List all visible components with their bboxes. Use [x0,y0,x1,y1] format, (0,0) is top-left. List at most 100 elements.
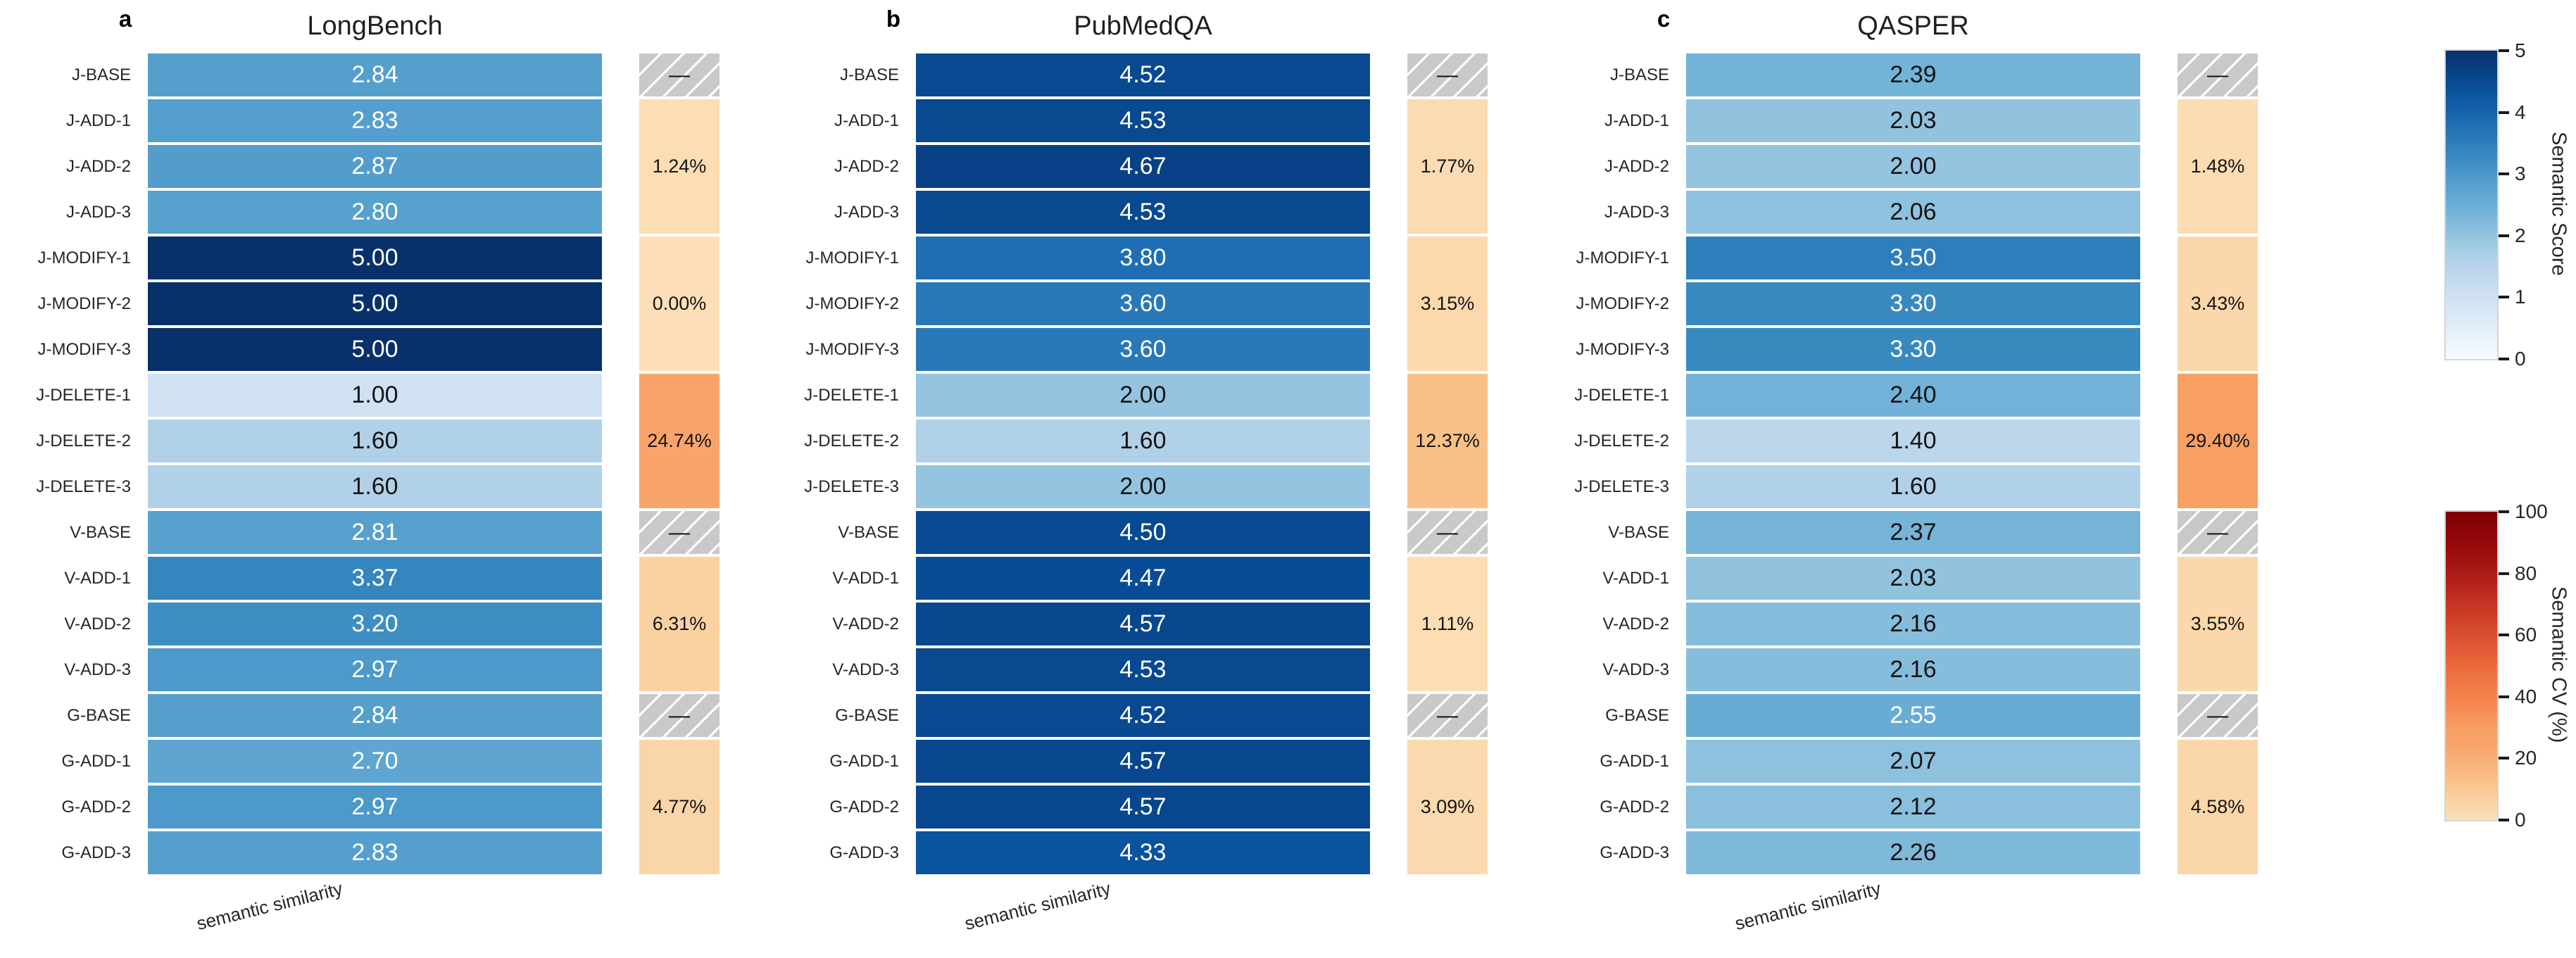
score-value: 3.60 [1119,336,1167,363]
colorbar-tick [2499,819,2509,821]
score-value: 2.55 [1890,702,1937,729]
row-label: G-BASE [835,705,899,725]
cv-cell: — [1407,53,1488,96]
colorbar-tick [2499,296,2509,299]
cv-cell: 3.15% [1407,237,1488,371]
score-value: 4.57 [1119,610,1167,637]
score-value: 4.50 [1119,519,1167,546]
row-label: J-MODIFY-3 [805,339,899,359]
panel-longbench: a LongBench J-BASE 2.84 J-ADD-1 2.83 J-ADD-2 2.… [0,0,767,958]
colorbar-tick-label: 60 [2515,624,2537,646]
score-cell: 2.00 [916,374,1370,417]
row-label: J-ADD-2 [834,156,899,176]
row-label: V-ADD-3 [1602,660,1669,679]
score-cell: 4.33 [916,831,1370,874]
colorbar-tick-label: 40 [2515,685,2537,707]
colorbar-tick-label: 2 [2515,224,2526,246]
colorbar-axis-label-semantic-score: Semantic Score [2544,49,2572,358]
cv-cell: — [639,694,720,737]
row-label: V-ADD-1 [832,568,899,588]
cv-value: 1.48% [2190,156,2245,177]
score-cell: 1.60 [1686,465,2140,508]
cv-cell: — [2178,694,2258,737]
row-label: J-ADD-3 [834,202,899,222]
score-value: 2.87 [351,153,398,179]
score-value: 2.84 [351,61,398,88]
row-label: J-ADD-1 [65,111,131,130]
score-cell: 4.52 [916,53,1370,96]
cv-value: 6.31% [652,613,707,634]
score-cell: 4.53 [916,191,1370,234]
score-cell: 2.00 [916,465,1370,508]
colorbar-tick [2499,358,2509,360]
score-cell: 3.30 [1686,328,2140,371]
score-value: 2.81 [351,519,398,546]
row-label: J-DELETE-1 [36,385,131,405]
cv-cell: 1.48% [2178,99,2258,234]
row-label: V-ADD-2 [1602,614,1669,634]
row-label: J-BASE [1609,65,1669,84]
score-cell: 3.20 [148,603,602,645]
cv-cell: 1.11% [1407,557,1488,691]
colorbar-tick-label: 4 [2515,101,2526,123]
colorbar-tick [2499,172,2509,176]
row-label: G-ADD-1 [829,751,899,771]
row-label: J-ADD-2 [65,156,131,176]
row-label: J-ADD-2 [1604,156,1669,176]
panel-title: LongBench [307,11,443,41]
score-cell: 2.39 [1686,53,2140,96]
row-label: V-ADD-2 [64,614,131,634]
score-value: 2.16 [1890,610,1937,637]
score-value: 3.37 [351,565,398,591]
row-label: J-MODIFY-3 [37,339,131,359]
row-label: V-ADD-2 [832,614,899,634]
panel-title: PubMedQA [1074,11,1212,41]
score-value: 4.57 [1119,748,1167,774]
score-cell: 5.00 [148,237,602,279]
score-value: 4.53 [1119,198,1167,225]
score-cell: 3.30 [1686,282,2140,325]
score-value: 2.12 [1890,793,1937,820]
score-value: 3.80 [1119,244,1167,271]
cv-cell: 1.24% [639,99,720,234]
row-label: G-ADD-2 [1600,797,1669,817]
colorbar-tick [2499,111,2509,114]
panel-qasper: c QASPER J-BASE 2.39 J-ADD-1 2.03 J-ADD-2 2.00 J… [1538,0,2306,958]
cv-value: 1.11% [1421,613,1474,634]
score-cell: 4.50 [916,511,1370,554]
score-value: 2.26 [1890,839,1937,866]
score-value: 3.20 [351,610,398,637]
colorbar-tick-label: 1 [2515,286,2526,308]
panel-letter: b [886,6,901,32]
score-value: 3.60 [1119,290,1167,317]
colorbar-tick-label: 100 [2515,500,2548,522]
panel-title: QASPER [1857,11,1969,41]
na-dash: — [1437,520,1458,544]
row-label: V-ADD-1 [1602,568,1669,588]
score-cell: 2.55 [1686,694,2140,737]
score-cell: 2.83 [148,831,602,874]
colorbar-tick [2499,757,2509,760]
score-value: 4.53 [1119,107,1167,134]
colorbar-tick [2499,634,2509,637]
score-value: 3.30 [1890,290,1937,317]
score-value: 2.70 [351,748,398,774]
cv-cell: — [1407,694,1488,737]
score-value: 4.33 [1119,839,1167,866]
cv-cell: 3.43% [2178,237,2258,371]
score-cell: 4.52 [916,694,1370,737]
na-dash: — [1437,703,1458,727]
na-dash: — [2207,520,2228,544]
score-cell: 1.40 [1686,420,2140,462]
row-label: J-DELETE-1 [804,385,899,405]
row-label: J-MODIFY-1 [37,248,131,267]
score-cell: 2.40 [1686,374,2140,417]
score-value: 2.16 [1890,656,1937,683]
score-cell: 3.60 [916,328,1370,371]
score-cell: 4.57 [916,740,1370,783]
score-value: 2.83 [351,839,398,866]
row-label: J-MODIFY-1 [805,248,899,267]
score-cell: 2.03 [1686,99,2140,142]
score-cell: 3.37 [148,557,602,600]
